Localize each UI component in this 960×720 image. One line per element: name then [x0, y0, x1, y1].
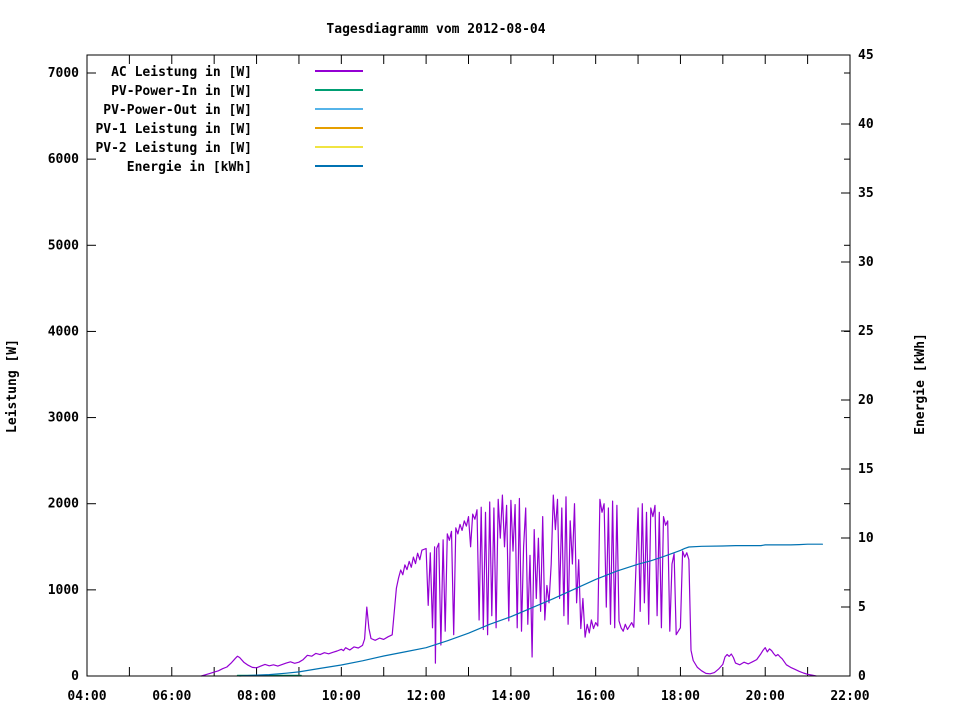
x-tick-label: 14:00	[491, 689, 530, 704]
right-tick-label: 10	[858, 531, 874, 546]
right-tick-label: 30	[858, 255, 874, 270]
left-tick-label: 7000	[48, 66, 79, 81]
series-line-ac-leistung	[200, 494, 817, 677]
left-tick-label: 4000	[48, 324, 79, 339]
right-axis-title: Energie [kWh]	[913, 333, 928, 435]
x-tick-label: 04:00	[67, 689, 106, 704]
x-tick-label: 20:00	[746, 689, 785, 704]
x-tick-label: 12:00	[407, 689, 446, 704]
legend-item-pv1-leistung: PV-1 Leistung in [W]	[95, 122, 363, 137]
right-tick-label: 35	[858, 186, 874, 201]
legend-label-pv-power-in: PV-Power-In in [W]	[111, 84, 252, 99]
x-tick-label: 06:00	[152, 689, 191, 704]
legend-item-pv2-leistung: PV-2 Leistung in [W]	[95, 141, 363, 156]
legend-label-energie: Energie in [kWh]	[127, 160, 252, 175]
plot-border	[86, 54, 851, 677]
legend-item-ac-leistung: AC Leistung in [W]	[111, 65, 363, 80]
legend-label-pv1-leistung: PV-1 Leistung in [W]	[95, 122, 252, 137]
left-axis-title: Leistung [W]	[5, 339, 20, 433]
x-tick-label: 08:00	[237, 689, 276, 704]
x-tick-label: 10:00	[322, 689, 361, 704]
left-tick-label: 1000	[48, 583, 79, 598]
data-series	[200, 494, 824, 677]
left-tick-label: 0	[71, 669, 79, 684]
legend-item-pv-power-out: PV-Power-Out in [W]	[103, 103, 363, 118]
left-tick-label: 3000	[48, 411, 79, 426]
legend-label-ac-leistung: AC Leistung in [W]	[111, 65, 252, 80]
right-tick-label: 0	[858, 669, 866, 684]
legend-item-energie: Energie in [kWh]	[127, 160, 363, 175]
left-tick-label: 5000	[48, 238, 79, 253]
series-line-energie	[239, 543, 824, 677]
legend-label-pv-power-out: PV-Power-Out in [W]	[103, 103, 252, 118]
x-tick-label: 22:00	[830, 689, 869, 704]
legend-label-pv2-leistung: PV-2 Leistung in [W]	[95, 141, 252, 156]
right-tick-label: 20	[858, 393, 874, 408]
x-tick-label: 16:00	[576, 689, 615, 704]
x-tick-label: 18:00	[661, 689, 700, 704]
right-tick-label: 25	[858, 324, 874, 339]
axis-tick-labels: 04:00 06:00 08:00 10:00 12:00 14:00 16:00 18:00…	[48, 48, 874, 704]
left-tick-label: 2000	[48, 497, 79, 512]
right-tick-label: 15	[858, 462, 874, 477]
chart-title: Tagesdiagramm vom 2012-08-04	[326, 22, 545, 37]
right-tick-label: 45	[858, 48, 874, 63]
right-tick-label: 40	[858, 117, 874, 132]
left-tick-label: 6000	[48, 152, 79, 167]
legend-item-pv-power-in: PV-Power-In in [W]	[111, 84, 363, 99]
right-tick-label: 5	[858, 600, 866, 615]
legend: AC Leistung in [W] PV-Power-In in [W] PV-P…	[95, 65, 363, 175]
